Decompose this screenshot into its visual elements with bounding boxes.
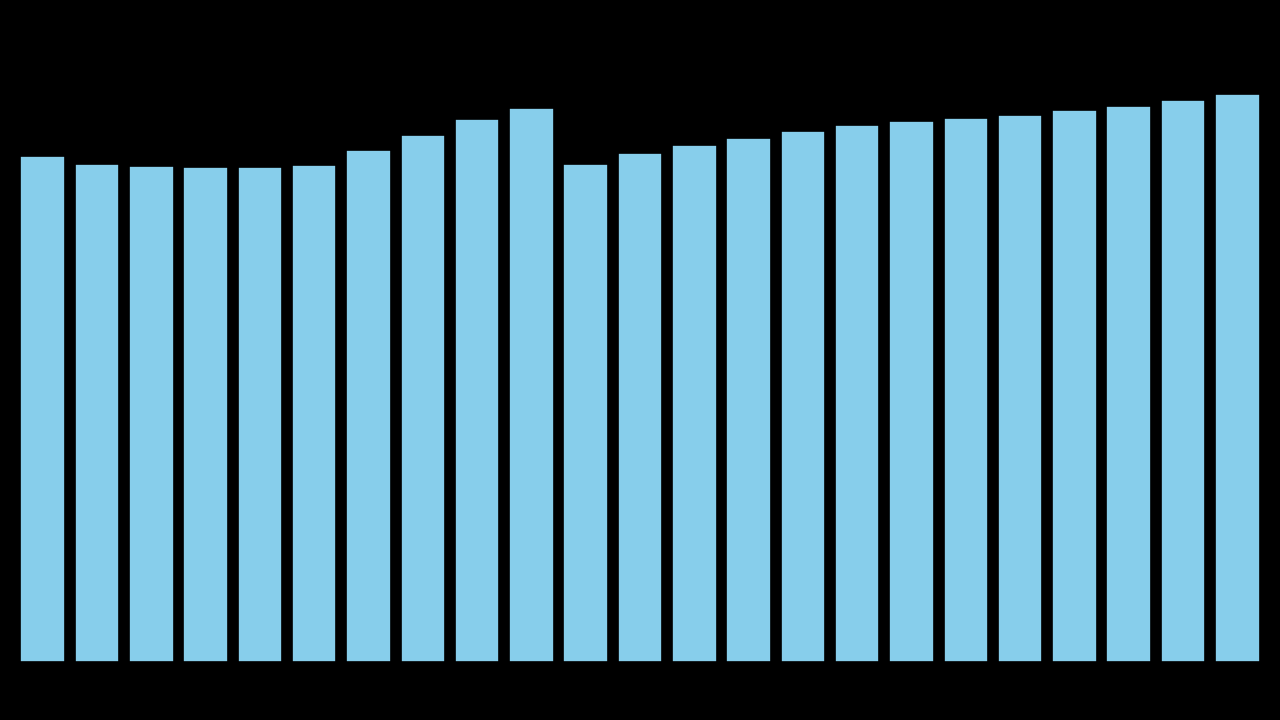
Bar (238, 166, 282, 662)
Bar (943, 117, 988, 662)
Bar (563, 163, 608, 662)
Bar (890, 121, 934, 662)
Bar (20, 156, 65, 662)
Bar (129, 166, 174, 662)
Bar (1052, 110, 1097, 662)
Bar (346, 150, 390, 662)
Bar (835, 125, 879, 662)
Bar (618, 153, 662, 662)
Bar (998, 114, 1042, 662)
Bar (454, 120, 499, 662)
Bar (726, 138, 771, 662)
Bar (292, 165, 337, 662)
Bar (401, 135, 445, 662)
Bar (781, 131, 826, 662)
Bar (1106, 106, 1151, 662)
Bar (509, 108, 554, 662)
Bar (183, 166, 228, 662)
Bar (672, 145, 717, 662)
Bar (74, 164, 119, 662)
Bar (1161, 100, 1206, 662)
Bar (1215, 94, 1260, 662)
